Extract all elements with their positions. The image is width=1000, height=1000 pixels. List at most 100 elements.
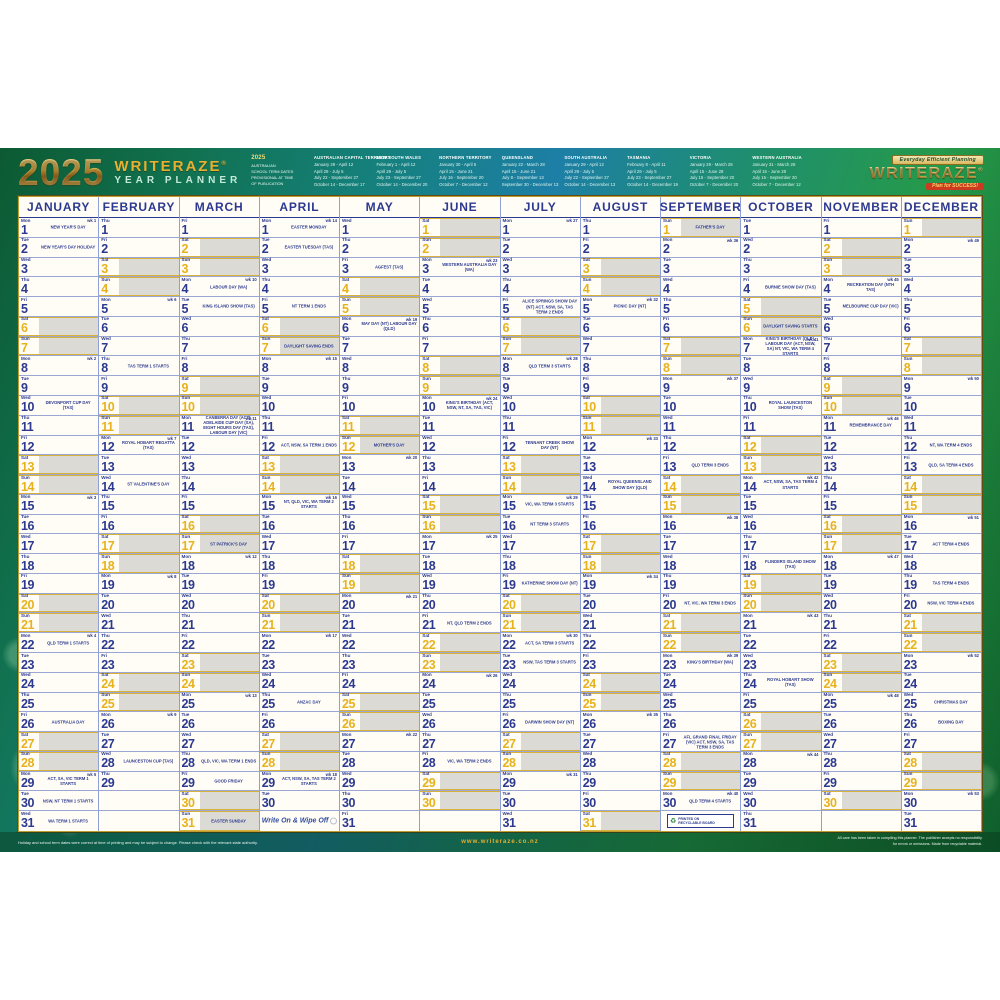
- day-number: 9: [21, 380, 28, 395]
- state-term-dates: October 7 - December 12: [439, 181, 488, 187]
- day-cell: Mon 14 wk 42 ACT, NSW, SA, TAS TERM 4 START…: [741, 475, 821, 495]
- day-cell: Sat 25: [340, 692, 420, 713]
- day-number: 25: [101, 697, 115, 712]
- day-cell: Sun 25: [99, 692, 179, 713]
- day-number: 8: [342, 360, 349, 375]
- day-number: 12: [903, 440, 917, 455]
- day-cell: Sun 7 DAYLIGHT SAVING ENDS: [259, 337, 339, 357]
- day-number: 22: [743, 637, 757, 652]
- weekday-label: Wed: [181, 593, 192, 599]
- weekday-label: Tue: [502, 375, 511, 381]
- holiday-note: NT, QLD, VIC, WA TERM 2 STARTS: [283, 499, 334, 510]
- weekday-label: Mon: [261, 355, 272, 361]
- weekday-label: Wed: [502, 810, 513, 816]
- day-number: 18: [743, 558, 757, 573]
- day-number: 18: [101, 558, 115, 573]
- day-number: 3: [342, 262, 349, 277]
- holiday-note: ROYAL HOBART SHOW (TAS): [767, 677, 814, 688]
- day-number: 24: [261, 677, 275, 692]
- day-cell: Wed 4: [901, 277, 981, 298]
- weekday-label: Fri: [181, 494, 188, 500]
- day-cell: Tue 8: [741, 355, 821, 377]
- day-cell: Fri 4 BURNIE SHOW DAY (TAS): [741, 277, 821, 298]
- day-cell: Mon 5 wk 32 PICNIC DAY (NT): [580, 297, 660, 317]
- day-number: 2: [582, 242, 590, 257]
- weekday-label: Fri: [21, 435, 27, 441]
- day-cell: Mon 26 wk 9: [99, 712, 179, 733]
- day-cell: Sun 26: [340, 712, 420, 733]
- weekday-label: Sun: [663, 355, 672, 361]
- state-term-dates: October 14 - December 13: [564, 181, 616, 187]
- weekday-label: Sun: [261, 474, 271, 480]
- day-number: 18: [21, 558, 34, 573]
- day-number: 21: [261, 617, 275, 632]
- day-number: 6: [342, 321, 349, 336]
- state-term-dates: January 31 - March 28: [752, 161, 796, 167]
- weekday-label: Tue: [342, 612, 350, 618]
- day-cell: Sat 26: [741, 712, 821, 733]
- weekday-label: Tue: [743, 355, 752, 361]
- state-term-dates: February 1 - April 12: [376, 161, 416, 167]
- day-number: 28: [342, 756, 355, 771]
- day-number: 17: [582, 538, 596, 553]
- day-number: 6: [422, 321, 429, 336]
- weekday-label: Tue: [743, 632, 752, 638]
- weekday-label: Wed: [181, 316, 192, 322]
- day-cell: Tue 12: [179, 435, 259, 456]
- day-number: 8: [823, 360, 831, 375]
- state-terms-column: WESTERN AUSTRALIA January 31 - March 28 Ap…: [752, 155, 812, 188]
- day-cell: Wed 8: [340, 356, 420, 377]
- month-column: APRIL Mon 1 wk 14 EASTER MONDAY Tue 2 EASTER TU…: [259, 197, 340, 831]
- day-cell: Sat 21: [661, 613, 741, 634]
- day-cell: Sat 16: [821, 514, 901, 535]
- weekday-label: Tue: [181, 296, 190, 302]
- weekday-label: Sun: [422, 375, 431, 381]
- day-cell: Sat 30: [179, 791, 259, 812]
- day-number: 1: [181, 222, 189, 237]
- month-name: DECEMBER: [901, 197, 981, 218]
- state-term-dates: January 30 - April 5: [439, 161, 477, 167]
- day-number: 30: [21, 795, 34, 810]
- day-number: 22: [261, 637, 275, 652]
- day-cell: Fri 17: [340, 534, 420, 555]
- day-cell: Sat 24: [99, 673, 179, 693]
- day-cell: Tue 3: [901, 257, 981, 278]
- month-column: SEPTEMBER Sun 1 FATHER'S DAY Mon 2 wk 36 Tue 3 We…: [660, 197, 742, 831]
- weekday-label: Wed: [582, 474, 593, 480]
- day-cell: Tue 16: [259, 514, 339, 535]
- day-number: 4: [582, 281, 590, 296]
- day-cell: Tue 27: [99, 732, 179, 752]
- day-number: 13: [743, 459, 757, 474]
- state-terms-column: VICTORIA January 29 - March 28 April 15 - …: [690, 155, 750, 188]
- day-cell: Fri 26: [259, 712, 339, 733]
- weekday-label: Wed: [101, 751, 111, 757]
- day-cell: Fri 26 AUSTRALIA DAY: [19, 712, 99, 733]
- day-cell: Sun 6 DAYLIGHT SAVING STARTS: [741, 317, 821, 337]
- weekday-label: Fri: [823, 355, 830, 361]
- weekday-label: Sat: [342, 276, 350, 282]
- day-cell: Fri 30: [580, 791, 660, 812]
- day-cell: Wed 30: [741, 791, 821, 812]
- day-cell: Thu 4: [259, 277, 339, 298]
- day-number: 2: [903, 242, 911, 257]
- weekday-label: Tue: [663, 257, 671, 263]
- day-cell: Fri 5: [19, 297, 99, 317]
- month-column: MARCH Fri 1 Sat 2 Sun 3 Mon 4 wk 10 LABOUR DAY (WA…: [179, 197, 260, 831]
- holiday-note: LABOUR DAY (WA): [209, 284, 248, 290]
- day-cell: Tue 19: [179, 574, 259, 594]
- day-cell: Sun 2: [420, 237, 500, 258]
- day-cell: Thu 4: [19, 277, 99, 298]
- day-number: 22: [342, 637, 355, 652]
- day-number: 1: [502, 222, 510, 237]
- day-cell: Fri 19 KATHERINE SHOW DAY (NT): [500, 574, 580, 594]
- day-number: 29: [422, 776, 436, 791]
- holiday-note: ROYAL LAUNCESTON SHOW (TAS): [768, 400, 813, 411]
- day-cell: Tue 9: [19, 376, 99, 396]
- brand-block: 2025 WRITERAZE® YEAR PLANNER: [18, 154, 241, 191]
- holiday-note: BURNIE SHOW DAY (TAS): [765, 284, 816, 290]
- weekday-label: Sun: [422, 237, 431, 243]
- weekday-label: Wed: [101, 474, 111, 480]
- week-number: wk 7: [167, 435, 177, 441]
- day-number: 16: [823, 519, 837, 534]
- day-number: 4: [823, 281, 831, 296]
